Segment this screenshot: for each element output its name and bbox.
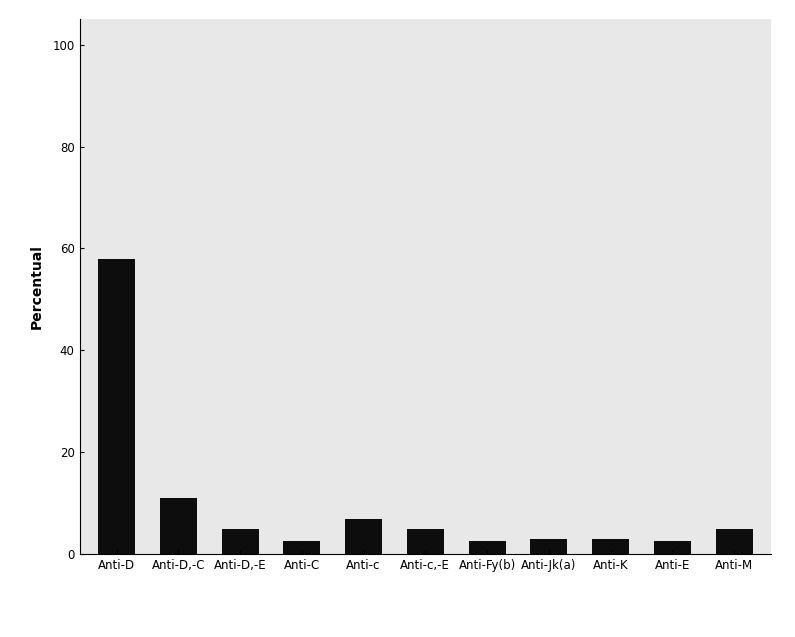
Y-axis label: Percentual: Percentual <box>30 244 44 329</box>
Bar <box>345 519 382 554</box>
Bar <box>283 541 320 554</box>
Bar <box>160 498 197 554</box>
Bar <box>530 539 568 554</box>
Bar <box>407 529 444 554</box>
Bar <box>222 529 258 554</box>
Bar <box>716 529 753 554</box>
Bar <box>468 541 506 554</box>
Bar <box>98 259 135 554</box>
Bar <box>592 539 629 554</box>
Bar <box>653 541 691 554</box>
